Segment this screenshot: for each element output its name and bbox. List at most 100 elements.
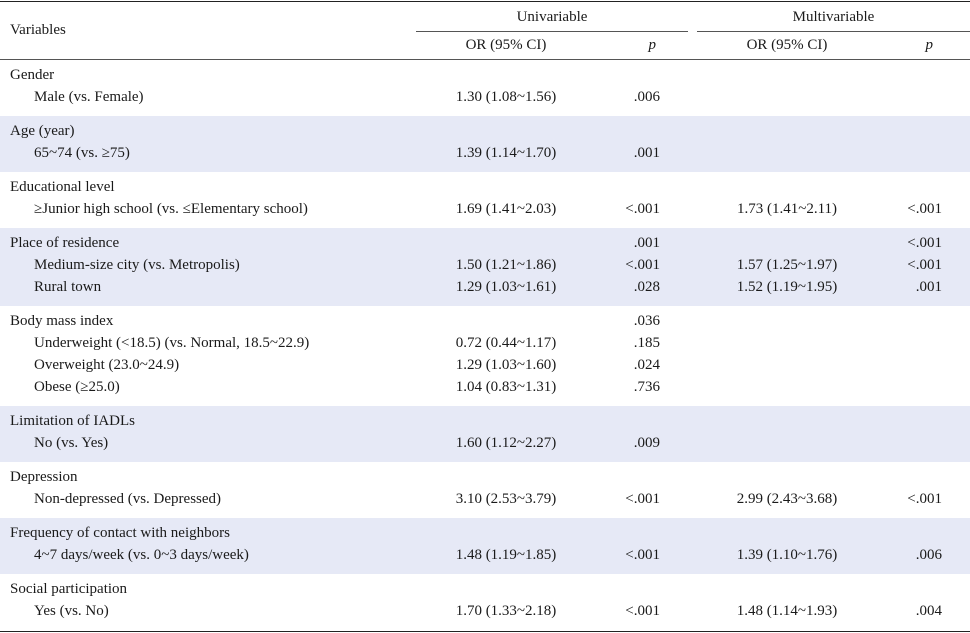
group-title: Place of residence xyxy=(10,235,120,251)
row-label: Male (vs. Female) xyxy=(34,89,144,105)
odds-ratio-multivariable: 1.48 (1.14~1.93) xyxy=(736,603,838,619)
p-value-univariable: <.001 xyxy=(625,201,660,217)
odds-ratio-univariable: 1.60 (1.12~2.27) xyxy=(455,435,557,451)
row-label: Medium-size city (vs. Metropolis) xyxy=(34,257,240,273)
group-title-row: Gender xyxy=(0,64,970,86)
group-title: Depression xyxy=(10,469,78,485)
table-row: Obese (≥25.0) 1.04 (0.83~1.31) .736 xyxy=(0,376,970,398)
header-variables: Variables xyxy=(10,22,66,38)
table-row: Male (vs. Female) 1.30 (1.08~1.56) .006 xyxy=(0,86,970,108)
header-or-ci-multivariable: OR (95% CI) xyxy=(746,37,828,53)
p-value-univariable: <.001 xyxy=(625,491,660,507)
variable-group: Limitation of IADLs No (vs. Yes) 1.60 (1.1… xyxy=(0,406,970,462)
p-value-multivariable: <.001 xyxy=(907,491,942,507)
header-multivariable: Multivariable xyxy=(792,9,875,25)
p-value-univariable: .009 xyxy=(633,435,660,451)
table-row: No (vs. Yes) 1.60 (1.12~2.27) .009 xyxy=(0,432,970,454)
row-label: No (vs. Yes) xyxy=(34,435,109,451)
odds-ratio-univariable: 1.50 (1.21~1.86) xyxy=(455,257,557,273)
p-value-univariable: .028 xyxy=(633,279,660,295)
group-title: Social participation xyxy=(10,581,128,597)
p-value-univariable: .736 xyxy=(633,379,660,395)
variable-group: Depression Non-depressed (vs. Depressed) 3… xyxy=(0,462,970,518)
odds-ratio-multivariable: 1.52 (1.19~1.95) xyxy=(736,279,838,295)
variable-group: Educational level ≥Junior high school (vs… xyxy=(0,172,970,228)
variable-group: Gender Male (vs. Female) 1.30 (1.08~1.56).… xyxy=(0,60,970,116)
table-row: Underweight (<18.5) (vs. Normal, 18.5~22… xyxy=(0,332,970,354)
group-title-row: Age (year) xyxy=(0,120,970,142)
table-row: Yes (vs. No) 1.70 (1.33~2.18) <.001 1.48 (1… xyxy=(0,600,970,622)
multivariable-underline xyxy=(697,31,970,32)
group-title-row: Social participation xyxy=(0,578,970,600)
group-title: Age (year) xyxy=(10,123,75,139)
odds-ratio-multivariable: 2.99 (2.43~3.68) xyxy=(736,491,838,507)
group-title: Educational level xyxy=(10,179,115,195)
odds-ratio-univariable: 1.29 (1.03~1.61) xyxy=(455,279,557,295)
group-p-univariable: .001 xyxy=(633,235,660,251)
group-title: Frequency of contact with neighbors xyxy=(10,525,230,541)
group-title: Gender xyxy=(10,67,55,83)
table-header: Variables Univariable Multivariable OR (… xyxy=(0,0,970,60)
p-value-multivariable: .006 xyxy=(915,547,942,563)
header-p-multivariable: p xyxy=(925,37,934,53)
odds-ratio-multivariable: 1.73 (1.41~2.11) xyxy=(736,201,838,217)
table-bottom-rule xyxy=(0,631,970,632)
row-label: Underweight (<18.5) (vs. Normal, 18.5~22… xyxy=(34,335,310,351)
table-row: ≥Junior high school (vs. ≤Elementary sch… xyxy=(0,198,970,220)
header-or-ci-univariable: OR (95% CI) xyxy=(465,37,547,53)
header-bottom-rule xyxy=(0,59,970,60)
odds-ratio-univariable: 1.48 (1.19~1.85) xyxy=(455,547,557,563)
odds-ratio-univariable: 3.10 (2.53~3.79) xyxy=(455,491,557,507)
odds-ratio-multivariable: 1.57 (1.25~1.97) xyxy=(736,257,838,273)
variable-group: Age (year) 65~74 (vs. ≥75) 1.39 (1.14~1.70… xyxy=(0,116,970,172)
univariable-underline xyxy=(416,31,688,32)
header-univariable: Univariable xyxy=(516,9,588,25)
p-value-multivariable: <.001 xyxy=(907,201,942,217)
row-label: Rural town xyxy=(34,279,102,295)
p-value-univariable: .185 xyxy=(633,335,660,351)
odds-ratio-univariable: 1.04 (0.83~1.31) xyxy=(455,379,557,395)
group-title-row: Body mass index .036 xyxy=(0,310,970,332)
group-title: Limitation of IADLs xyxy=(10,413,135,429)
p-value-multivariable: <.001 xyxy=(907,257,942,273)
p-value-univariable: .001 xyxy=(633,145,660,161)
p-value-univariable: .006 xyxy=(633,89,660,105)
table-row: Non-depressed (vs. Depressed) 3.10 (2.53~… xyxy=(0,488,970,510)
p-value-univariable: <.001 xyxy=(625,547,660,563)
group-p-multivariable: <.001 xyxy=(907,235,942,251)
table-row: 4~7 days/week (vs. 0~3 days/week) 1.48 (1… xyxy=(0,544,970,566)
p-value-univariable: <.001 xyxy=(625,257,660,273)
row-label: Obese (≥25.0) xyxy=(34,379,120,395)
header-p-univariable: p xyxy=(648,37,657,53)
p-value-multivariable: .004 xyxy=(915,603,942,619)
row-label: Non-depressed (vs. Depressed) xyxy=(34,491,222,507)
variable-group: Social participation Yes (vs. No) 1.70 (1.… xyxy=(0,574,970,630)
odds-ratio-univariable: 0.72 (0.44~1.17) xyxy=(455,335,557,351)
p-value-univariable: <.001 xyxy=(625,603,660,619)
table-row: Overweight (23.0~24.9) 1.29 (1.03~1.60) .0… xyxy=(0,354,970,376)
odds-ratio-univariable: 1.70 (1.33~2.18) xyxy=(455,603,557,619)
odds-ratio-univariable: 1.39 (1.14~1.70) xyxy=(455,145,557,161)
table-top-rule xyxy=(0,1,970,2)
odds-ratio-multivariable: 1.39 (1.10~1.76) xyxy=(736,547,838,563)
group-title-row: Place of residence .001 <.001 xyxy=(0,232,970,254)
table-row: Rural town 1.29 (1.03~1.61) .028 1.52 (1.19… xyxy=(0,276,970,298)
group-p-univariable: .036 xyxy=(633,313,660,329)
odds-ratio-univariable: 1.30 (1.08~1.56) xyxy=(455,89,557,105)
variable-group: Place of residence .001 <.001 Medium-size c… xyxy=(0,228,970,306)
row-label: ≥Junior high school (vs. ≤Elementary sch… xyxy=(34,201,308,217)
table-row: Medium-size city (vs. Metropolis) 1.50 (1… xyxy=(0,254,970,276)
group-title-row: Frequency of contact with neighbors xyxy=(0,522,970,544)
odds-ratio-univariable: 1.29 (1.03~1.60) xyxy=(455,357,557,373)
row-label: Yes (vs. No) xyxy=(34,603,109,619)
p-value-univariable: .024 xyxy=(633,357,660,373)
group-title-row: Limitation of IADLs xyxy=(0,410,970,432)
p-value-multivariable: .001 xyxy=(915,279,942,295)
odds-ratio-univariable: 1.69 (1.41~2.03) xyxy=(455,201,557,217)
row-label: Overweight (23.0~24.9) xyxy=(34,357,180,373)
row-label: 4~7 days/week (vs. 0~3 days/week) xyxy=(34,547,249,563)
group-title: Body mass index xyxy=(10,313,114,329)
variable-group: Frequency of contact with neighbors 4~7 d… xyxy=(0,518,970,574)
row-label: 65~74 (vs. ≥75) xyxy=(34,145,130,161)
